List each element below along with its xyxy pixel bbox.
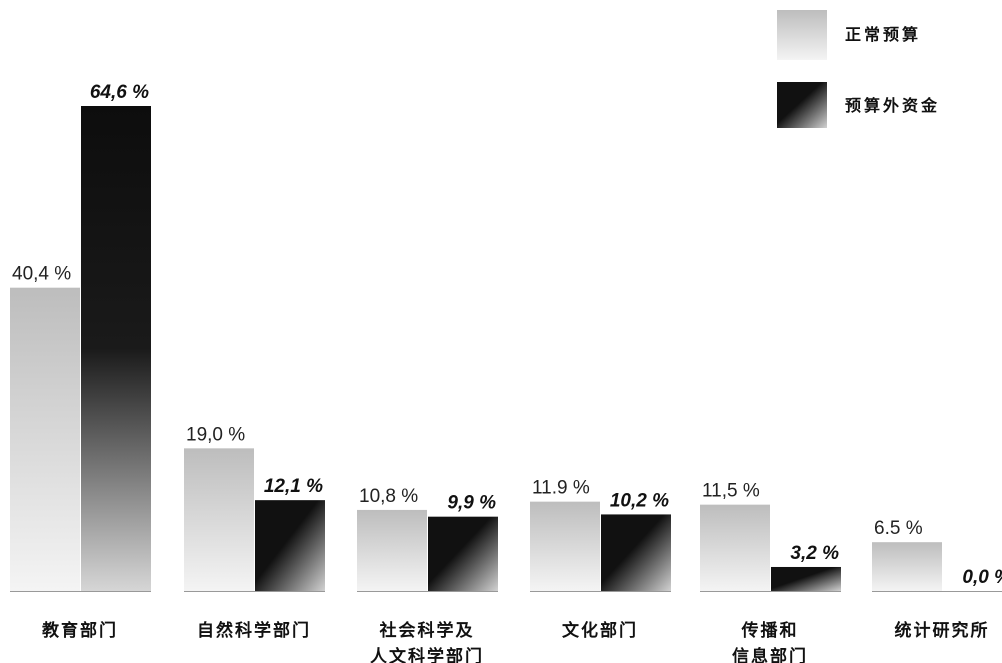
category-label-4-1: 信息部门	[732, 646, 808, 663]
bar-extrabudgetary-1	[255, 500, 325, 591]
value-label-extrabudgetary-0: 64,6 %	[90, 82, 149, 103]
category-label-5-0: 统计研究所	[895, 620, 990, 641]
value-label-regular-0: 40,4 %	[12, 264, 71, 285]
value-label-regular-1: 19,0 %	[186, 424, 245, 445]
legend-label-regular: 正常预算	[845, 25, 921, 44]
category-label-4-0: 传播和	[741, 620, 799, 641]
legend-swatch-extrabudgetary	[777, 82, 827, 128]
value-label-extrabudgetary-3: 10,2 %	[610, 490, 669, 511]
bar-regular-budget-2	[357, 509, 427, 591]
category-label-1-0: 自然科学部门	[197, 620, 311, 641]
value-label-regular-4: 11,5 %	[702, 481, 760, 502]
value-label-regular-5: 6.5 %	[874, 518, 923, 539]
bar-extrabudgetary-2	[428, 516, 498, 591]
category-label-2-0: 社会科学及	[379, 620, 475, 641]
category-label-2-1: 人文科学部门	[370, 646, 484, 663]
value-label-extrabudgetary-1: 12,1 %	[264, 476, 323, 497]
bar-regular-budget-4	[700, 504, 770, 591]
value-labels-layer: 40,4 % 64,6 % 19,0 % 12,1 % 10,8 % 9,9 % 11.9 …	[12, 82, 1002, 588]
bar-regular-budget-5	[872, 542, 942, 591]
bar-extrabudgetary-3	[601, 514, 671, 591]
bar-regular-budget-1	[184, 448, 254, 591]
bar-regular-budget-0	[10, 287, 80, 591]
bar-extrabudgetary-4	[771, 566, 841, 591]
value-label-regular-2: 10,8 %	[359, 486, 418, 507]
value-label-extrabudgetary-2: 9,9 %	[447, 493, 496, 514]
bars-layer	[10, 106, 1002, 592]
category-label-0-0: 教育部门	[41, 620, 118, 641]
value-label-regular-3: 11.9 %	[532, 478, 590, 499]
legend-swatch-regular	[777, 10, 827, 60]
bar-extrabudgetary-0	[81, 106, 151, 591]
value-label-extrabudgetary-4: 3,2 %	[790, 543, 839, 564]
value-label-extrabudgetary-5: 0,0 %	[962, 567, 1002, 588]
legend-label-extrabudgetary: 预算外资金	[845, 96, 940, 115]
category-label-3-0: 文化部门	[562, 620, 638, 641]
bar-regular-budget-3	[530, 501, 600, 591]
